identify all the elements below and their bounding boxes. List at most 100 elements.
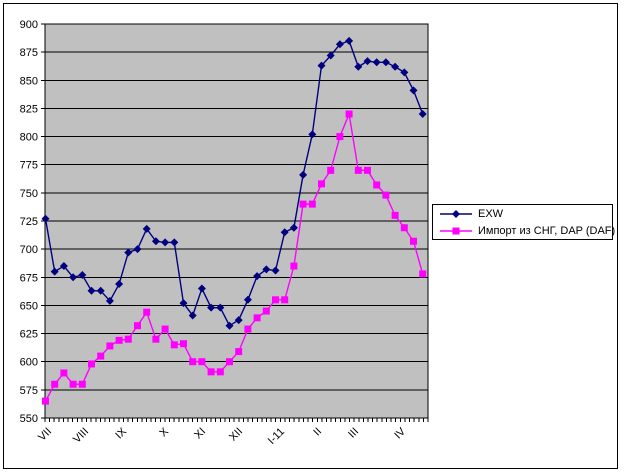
square-marker-icon xyxy=(198,358,206,366)
y-axis-ticks xyxy=(41,23,45,419)
diamond-marker-icon xyxy=(170,238,179,247)
series-import-markers xyxy=(42,110,427,405)
diamond-marker-icon xyxy=(253,272,262,281)
square-marker-icon xyxy=(106,342,114,350)
square-marker-icon xyxy=(244,325,252,333)
x-month-label: II xyxy=(311,426,324,439)
square-marker-icon xyxy=(170,341,178,349)
diamond-marker-icon xyxy=(78,271,87,280)
y-axis-labels: 900 875 850 825 800 775 750 725 700 675 650 625 600 5… xyxy=(20,19,38,425)
square-marker-icon xyxy=(60,369,68,377)
square-marker-icon xyxy=(354,166,362,174)
square-marker-icon xyxy=(69,380,77,388)
chart-legend[interactable]: EXW Импорт из СНГ, DAP (DAF) xyxy=(432,204,616,240)
legend-label-exw: EXW xyxy=(478,207,504,220)
diamond-marker-icon xyxy=(418,110,427,119)
y-tick-label: 750 xyxy=(20,188,38,200)
diamond-marker-icon xyxy=(234,316,243,325)
diamond-marker-icon xyxy=(243,295,252,304)
diamond-marker-icon xyxy=(50,267,59,276)
square-marker-icon xyxy=(281,296,289,304)
square-marker-icon xyxy=(400,224,408,232)
series-exw xyxy=(41,36,427,330)
diamond-marker-icon xyxy=(262,265,271,274)
square-marker-icon xyxy=(318,180,325,188)
y-tick-label: 625 xyxy=(20,329,38,341)
y-tick-label: 600 xyxy=(20,357,38,369)
diamond-marker-icon xyxy=(326,51,335,60)
diamond-marker-icon xyxy=(308,130,317,139)
square-marker-icon xyxy=(364,166,371,174)
diamond-marker-icon xyxy=(115,280,124,289)
square-marker-icon xyxy=(134,322,141,330)
diamond-marker-icon xyxy=(345,36,354,45)
diamond-marker-icon xyxy=(105,296,114,305)
diamond-marker-icon xyxy=(69,273,78,282)
square-marker-icon xyxy=(345,110,353,118)
square-marker-icon xyxy=(161,325,169,333)
x-axis-labels: VII VIII IX X XI XII I-11 II III IV xyxy=(36,425,408,447)
square-marker-icon xyxy=(152,335,160,343)
square-marker-icon xyxy=(253,314,261,322)
square-marker-icon xyxy=(262,307,270,315)
x-month-label: X xyxy=(157,425,171,439)
x-month-label: XI xyxy=(192,426,208,442)
diamond-marker-icon xyxy=(133,245,142,254)
y-tick-label: 850 xyxy=(20,75,38,87)
x-month-label: VII xyxy=(36,426,54,444)
diamond-marker-icon xyxy=(381,58,390,67)
square-marker-icon xyxy=(336,133,344,141)
y-tick-label: 675 xyxy=(20,272,38,284)
y-tick-label: 700 xyxy=(20,244,38,256)
diamond-marker-icon xyxy=(400,68,409,77)
square-marker-icon xyxy=(124,335,132,343)
x-axis-ticks xyxy=(44,418,429,422)
square-marker-icon xyxy=(327,166,335,174)
square-marker-icon xyxy=(78,380,86,388)
square-marker-icon xyxy=(419,270,427,278)
diamond-marker-icon xyxy=(207,303,216,312)
y-tick-label: 875 xyxy=(20,47,38,59)
y-tick-label: 800 xyxy=(20,132,38,144)
square-marker-icon xyxy=(308,200,316,208)
diamond-marker-icon xyxy=(225,321,234,330)
series-exw-markers xyxy=(41,36,427,330)
diamond-marker-icon xyxy=(317,61,326,70)
x-month-label: IV xyxy=(392,425,408,441)
square-marker-icon xyxy=(42,397,49,405)
square-marker-icon xyxy=(226,358,233,366)
x-month-label: III xyxy=(346,426,361,441)
diamond-marker-icon xyxy=(299,170,308,179)
square-marker-icon xyxy=(410,237,417,245)
exw-legend-swatch xyxy=(440,209,472,218)
diamond-marker-icon xyxy=(96,286,105,295)
square-marker-icon xyxy=(180,340,187,348)
square-marker-icon xyxy=(235,348,243,356)
legend-item-import[interactable]: Импорт из СНГ, DAP (DAF) xyxy=(439,222,616,239)
diamond-marker-icon xyxy=(409,86,418,95)
y-tick-label: 825 xyxy=(20,103,38,115)
y-tick-label: 725 xyxy=(20,216,38,228)
square-marker-icon xyxy=(115,336,123,344)
diamond-marker-icon xyxy=(41,214,50,223)
diamond-marker-icon xyxy=(197,284,206,293)
square-marker-icon xyxy=(299,200,307,208)
x-month-label: XII xyxy=(227,426,245,444)
diamond-marker-icon xyxy=(280,228,289,237)
square-marker-icon xyxy=(290,262,298,270)
import-legend-swatch xyxy=(440,227,472,234)
diamond-marker-icon xyxy=(188,311,197,320)
square-marker-icon xyxy=(189,358,197,366)
diamond-marker-icon xyxy=(391,62,400,71)
legend-label-import: Импорт из СНГ, DAP (DAF) xyxy=(478,224,616,237)
diamond-marker-icon xyxy=(335,40,344,49)
y-tick-label: 900 xyxy=(20,19,38,31)
legend-item-exw[interactable]: EXW xyxy=(439,205,612,222)
diamond-marker-icon xyxy=(179,299,188,308)
y-tick-label: 550 xyxy=(20,413,38,425)
square-marker-icon xyxy=(51,380,59,388)
square-marker-icon xyxy=(272,296,279,304)
diamond-marker-icon xyxy=(151,237,160,246)
